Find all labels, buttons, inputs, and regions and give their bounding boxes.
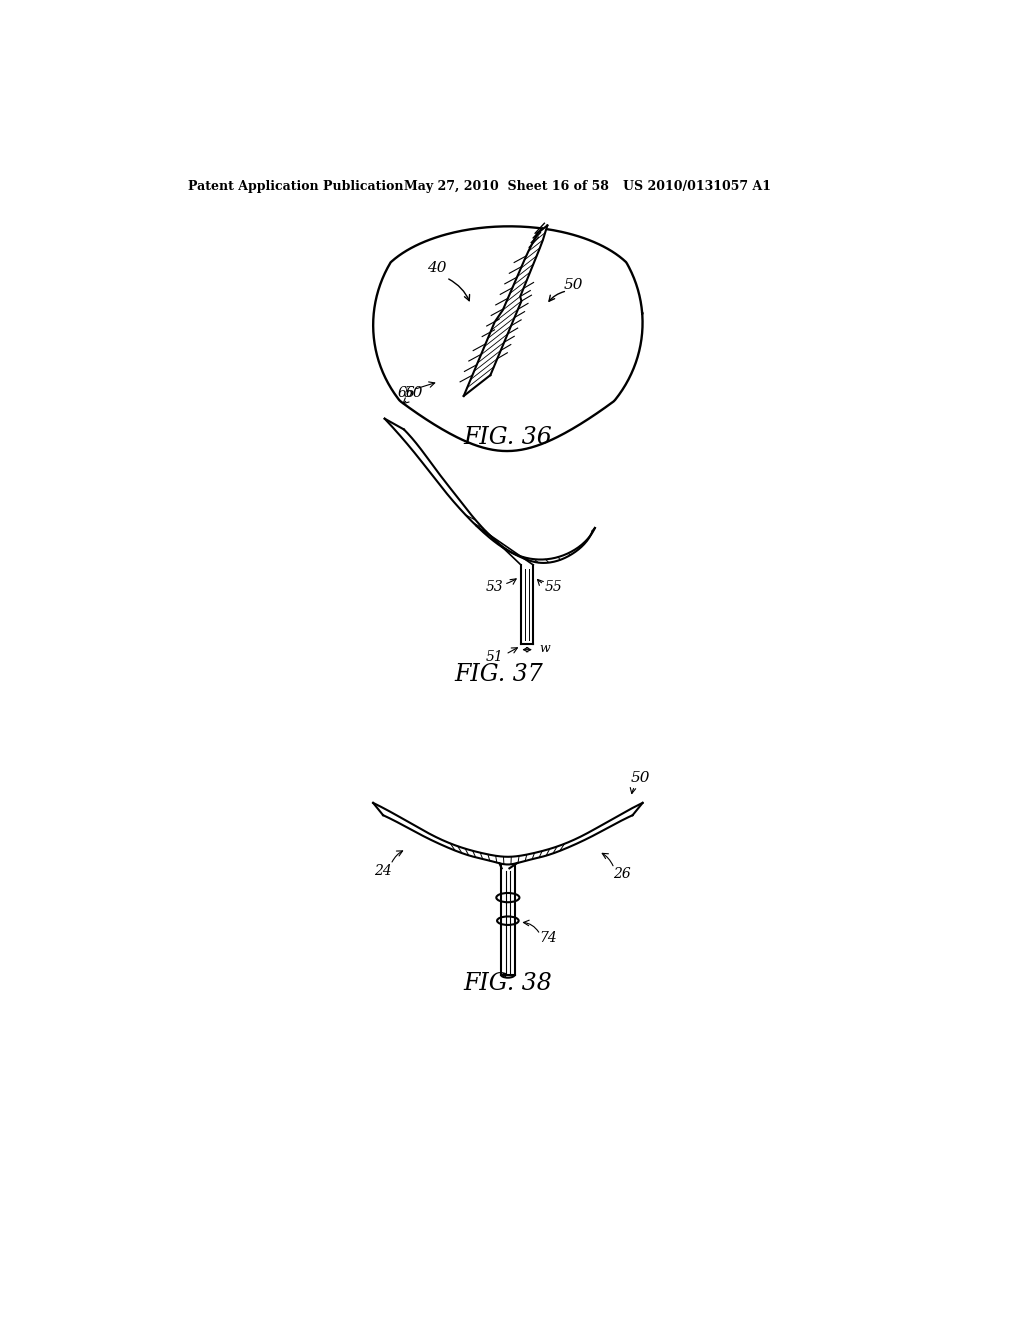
Text: FIG. 37: FIG. 37	[455, 663, 543, 686]
Text: 24: 24	[374, 863, 392, 878]
Text: May 27, 2010  Sheet 16 of 58: May 27, 2010 Sheet 16 of 58	[403, 181, 609, 194]
Polygon shape	[464, 226, 548, 396]
Text: 53: 53	[486, 579, 504, 594]
Text: FIG. 38: FIG. 38	[464, 973, 552, 995]
Text: 50: 50	[631, 771, 650, 785]
Text: 55: 55	[545, 579, 563, 594]
Text: Patent Application Publication: Patent Application Publication	[188, 181, 403, 194]
Text: w: w	[540, 642, 550, 655]
Polygon shape	[373, 803, 643, 865]
Text: 51: 51	[486, 651, 504, 664]
Text: 50: 50	[403, 387, 423, 400]
Polygon shape	[385, 418, 595, 562]
Text: US 2010/0131057 A1: US 2010/0131057 A1	[624, 181, 771, 194]
Text: 66: 66	[397, 387, 415, 400]
Text: FIG. 36: FIG. 36	[464, 425, 552, 449]
Text: 74: 74	[539, 931, 557, 945]
Text: 50: 50	[563, 279, 583, 293]
Text: 26: 26	[613, 867, 631, 882]
Text: 40: 40	[427, 261, 446, 275]
